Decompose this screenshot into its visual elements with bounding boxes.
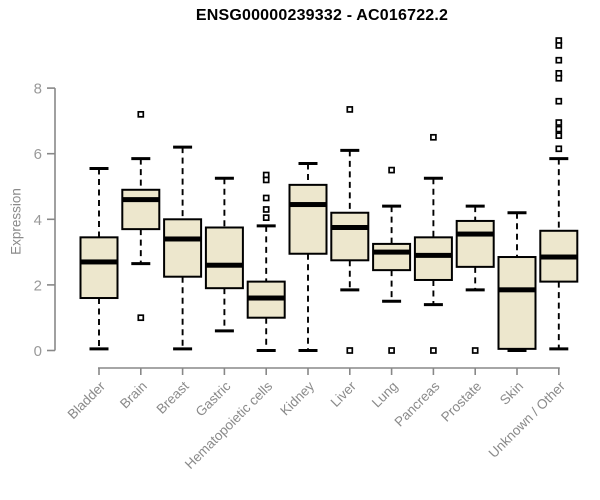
x-tick-label-unknown-other: Unknown / Other — [486, 378, 569, 461]
y-tick-label-2: 2 — [34, 277, 42, 294]
box-rect — [330, 211, 370, 262]
boxplot-unknown-other — [539, 37, 579, 351]
x-tick-label-breast: Breast — [154, 378, 192, 416]
x-tick-label-skin: Skin — [497, 379, 526, 408]
median-line — [331, 225, 369, 230]
boxplot-prostate — [455, 204, 495, 354]
outlier-point — [262, 206, 270, 213]
median-line — [540, 254, 578, 260]
outlier-point — [555, 42, 563, 49]
median-line — [498, 287, 536, 293]
box-rect — [79, 236, 119, 300]
outlier-point — [137, 314, 145, 322]
outlier-point — [555, 74, 563, 82]
outlier-point — [555, 97, 563, 105]
chart-title: ENSG00000239332 - AC016722.2 — [195, 7, 449, 24]
y-tick-label-6: 6 — [34, 146, 42, 163]
median-line — [205, 262, 243, 268]
outlier-point — [430, 133, 437, 141]
outlier-point — [430, 347, 437, 354]
boxplot-liver — [330, 106, 370, 354]
outlier-point — [137, 110, 145, 118]
boxplot-skin — [497, 211, 537, 352]
outlier-point — [555, 56, 563, 64]
outlier-point — [262, 176, 270, 184]
outlier-point — [388, 166, 395, 174]
y-tick-label-0: 0 — [34, 343, 42, 360]
box-rect — [497, 256, 537, 350]
x-tick-label-lung: Lung — [369, 379, 401, 411]
box-rect — [204, 226, 244, 290]
boxplot-kidney — [288, 162, 328, 352]
x-tick-label-liver: Liver — [328, 378, 360, 410]
median-line — [247, 295, 285, 301]
boxplot-pancreas — [413, 133, 453, 354]
outlier-point — [346, 347, 354, 354]
box-rect — [413, 236, 453, 281]
box-rect — [288, 183, 328, 255]
x-tick-label-prostate: Prostate — [438, 379, 484, 425]
outlier-point — [471, 347, 479, 354]
x-tick-label-pancreas: Pancreas — [392, 378, 443, 429]
x-tick-label-kidney: Kidney — [277, 378, 317, 418]
y-tick-label-8: 8 — [34, 81, 42, 98]
outlier-point — [262, 214, 270, 222]
x-tick-label-bladder: Bladder — [65, 378, 109, 422]
outlier-point — [555, 125, 563, 133]
boxplot-gastric — [204, 176, 244, 333]
box-rect — [372, 242, 412, 272]
median-line — [122, 197, 160, 203]
outlier-point — [388, 347, 395, 354]
y-tick-label-4: 4 — [34, 212, 42, 229]
boxplot-lung — [372, 166, 412, 354]
boxplot-bladder — [79, 166, 119, 351]
outlier-point — [555, 132, 563, 140]
outlier-point — [555, 145, 563, 153]
outlier-point — [346, 106, 354, 113]
x-tick-label-gastric: Gastric — [193, 378, 234, 419]
outlier-point — [262, 194, 270, 202]
boxplot-breast — [163, 145, 203, 351]
median-line — [456, 231, 494, 237]
median-line — [414, 252, 452, 258]
median-line — [373, 249, 411, 255]
median-line — [289, 202, 327, 208]
box-rect — [455, 219, 495, 268]
boxplot-brain — [121, 110, 161, 322]
x-tick-label-brain: Brain — [117, 379, 150, 412]
box-rect — [163, 218, 203, 278]
median-line — [80, 259, 118, 265]
box-rect — [121, 188, 161, 231]
outlier-point — [555, 119, 563, 126]
boxplot-hematopoietic-cells — [246, 171, 286, 352]
median-line — [164, 236, 202, 242]
